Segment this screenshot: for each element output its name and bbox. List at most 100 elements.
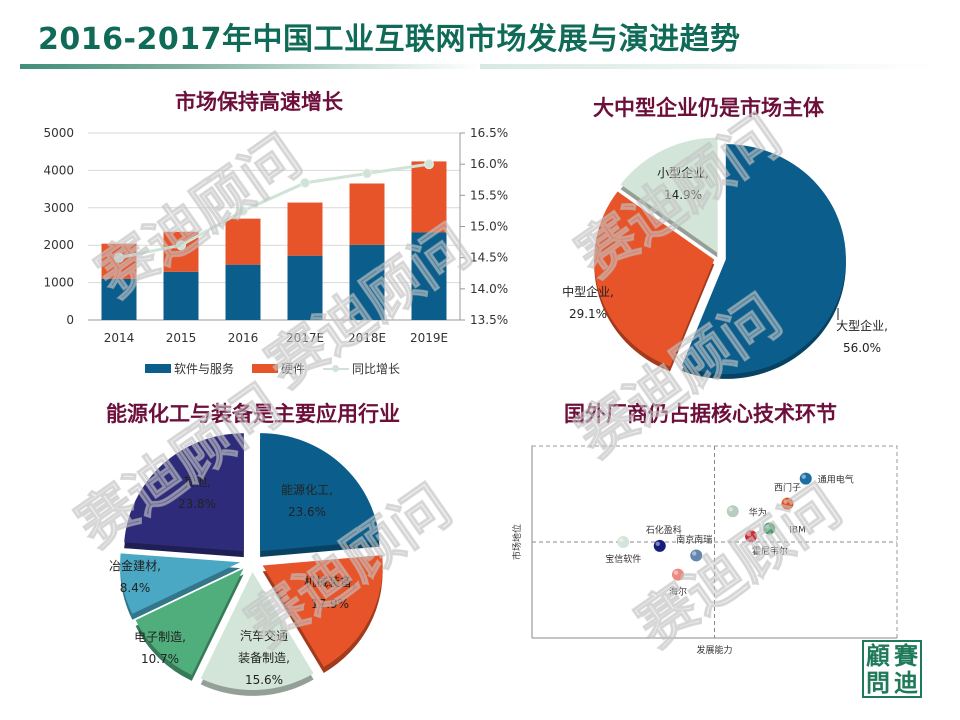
pie-label: 其他, [183,475,211,489]
yoy-growth-point [176,240,186,251]
legend-item-software: 软件与服务 [145,360,234,377]
pie-slice [260,433,380,552]
title-divider-fade [480,64,940,69]
scatter-point-label: IBM [789,526,806,536]
seal-char: 迪 [894,667,918,697]
x-tick-label: 2018E [348,331,386,345]
pie-value-label: 10.7% [141,652,179,666]
bar-hardware [411,161,447,233]
pie-label: 小型企业, [657,165,709,180]
pie-label: 装备制造, [238,651,290,665]
scatter-point-label: 石化盈科 [646,524,682,536]
y-tick-label: 1000 [43,276,74,290]
y2-tick-label: 13.5% [470,313,508,327]
seal-char: 顧 [866,640,890,670]
seal-char: 問 [866,667,890,697]
pie-label: 能源化工, [281,483,333,497]
yoy-growth-point [424,159,434,170]
y-tick-label: 2000 [43,238,74,252]
bar-software [101,278,137,320]
pie-label: 冶金建材, [109,558,161,573]
bar-hardware [287,202,323,256]
x-tick-label: 2017E [286,331,324,345]
pie-slice-group [120,553,241,620]
pie-value-label: 14.9% [664,188,702,202]
pie-slice-group [681,144,846,379]
y2-tick-label: 15.5% [470,188,508,202]
legend-swatch-line [323,364,350,373]
y2-tick-label: 16.5% [470,126,508,140]
pie-value-label: 17.9% [311,597,349,611]
pie-label: 汽车交通 [240,628,288,643]
pie-value-label: 23.8% [178,497,216,511]
x-tick-label: 2015 [166,331,197,345]
scatter-point-label: 华为 [749,506,767,518]
legend-swatch-blue [145,364,171,373]
y-tick-label: 4000 [43,163,74,177]
scatter-point-highlight [728,507,733,512]
pie-label: 机械装备, [304,574,356,589]
pie-slice [135,568,244,675]
x-tick-label: 2019E [410,331,448,345]
pie-slice [594,191,715,367]
bar-chart-title: 市场保持高速增长 [175,90,343,114]
scatter-point-highlight [673,570,679,575]
title-divider [20,64,480,69]
scatter-point-label: 海尔 [669,586,687,598]
scatter-point-highlight [655,541,660,547]
legend-swatch-orange [252,364,279,373]
pie-slice [620,137,718,253]
legend-item-hardware: 硬件 [252,360,305,377]
yoy-growth-point [300,177,310,188]
pie-slice-group [594,191,715,372]
y-tick-label: 3000 [43,201,74,215]
yoy-growth-point [114,252,124,263]
pie-label: 电子制造, [134,630,186,644]
pie-value-label: 8.4% [120,581,151,595]
bar-hardware [349,183,385,245]
scatter-point [763,522,776,535]
pie-slice [200,571,314,690]
yoy-growth-point [238,205,248,216]
pie-slice [124,433,244,552]
x-tick-label: 2014 [104,331,135,345]
bar-software [225,264,261,320]
bar-software [411,232,447,320]
scatter-point [745,530,757,543]
pie-value-label: 56.0% [843,341,881,355]
scatter-point [617,536,630,548]
pie-slice [681,144,846,375]
scatter-point [726,505,739,518]
pie-slice-group [260,433,380,558]
yoy-growth-point [362,168,372,179]
pie-slice-group [200,571,314,696]
bar-chart: 0 1000 2000 3000 4000 5000 13.5% 14.0% 14.5% 15.0… [43,126,508,345]
pie-slice [262,555,383,668]
scatter-point-label: 宝信软件 [605,553,641,565]
scatter-point-highlight [801,474,806,479]
scatter-point [653,539,666,552]
y-axis-label: 市场地位 [511,524,523,560]
size-pie-title: 大中型企业仍是市场主体 [593,96,824,120]
pie-label: 大型企业, [836,318,888,333]
bar-software [349,244,385,320]
page-title: 2016-2017年中国工业互联网市场发展与演进趋势 [38,22,741,57]
legend-label: 硬件 [281,362,306,376]
scatter-point-highlight [619,537,624,543]
pie-slice-group [124,433,244,558]
pie-slice-group [135,568,244,681]
scatter-point-highlight [765,524,770,529]
legend-label: 软件与服务 [174,362,235,376]
pie-value-label: 23.6% [288,505,326,519]
y2-tick-label: 15.0% [470,220,508,234]
scatter-point [690,549,703,562]
scatter-point-highlight [692,551,697,556]
x-tick-label: 2016 [228,331,259,345]
y2-tick-label: 14.0% [470,282,508,296]
scatter-point-highlight [783,499,788,504]
bar-software [287,255,323,320]
y2-tick-label: 16.0% [470,157,508,171]
y-tick-label: 5000 [43,126,74,140]
